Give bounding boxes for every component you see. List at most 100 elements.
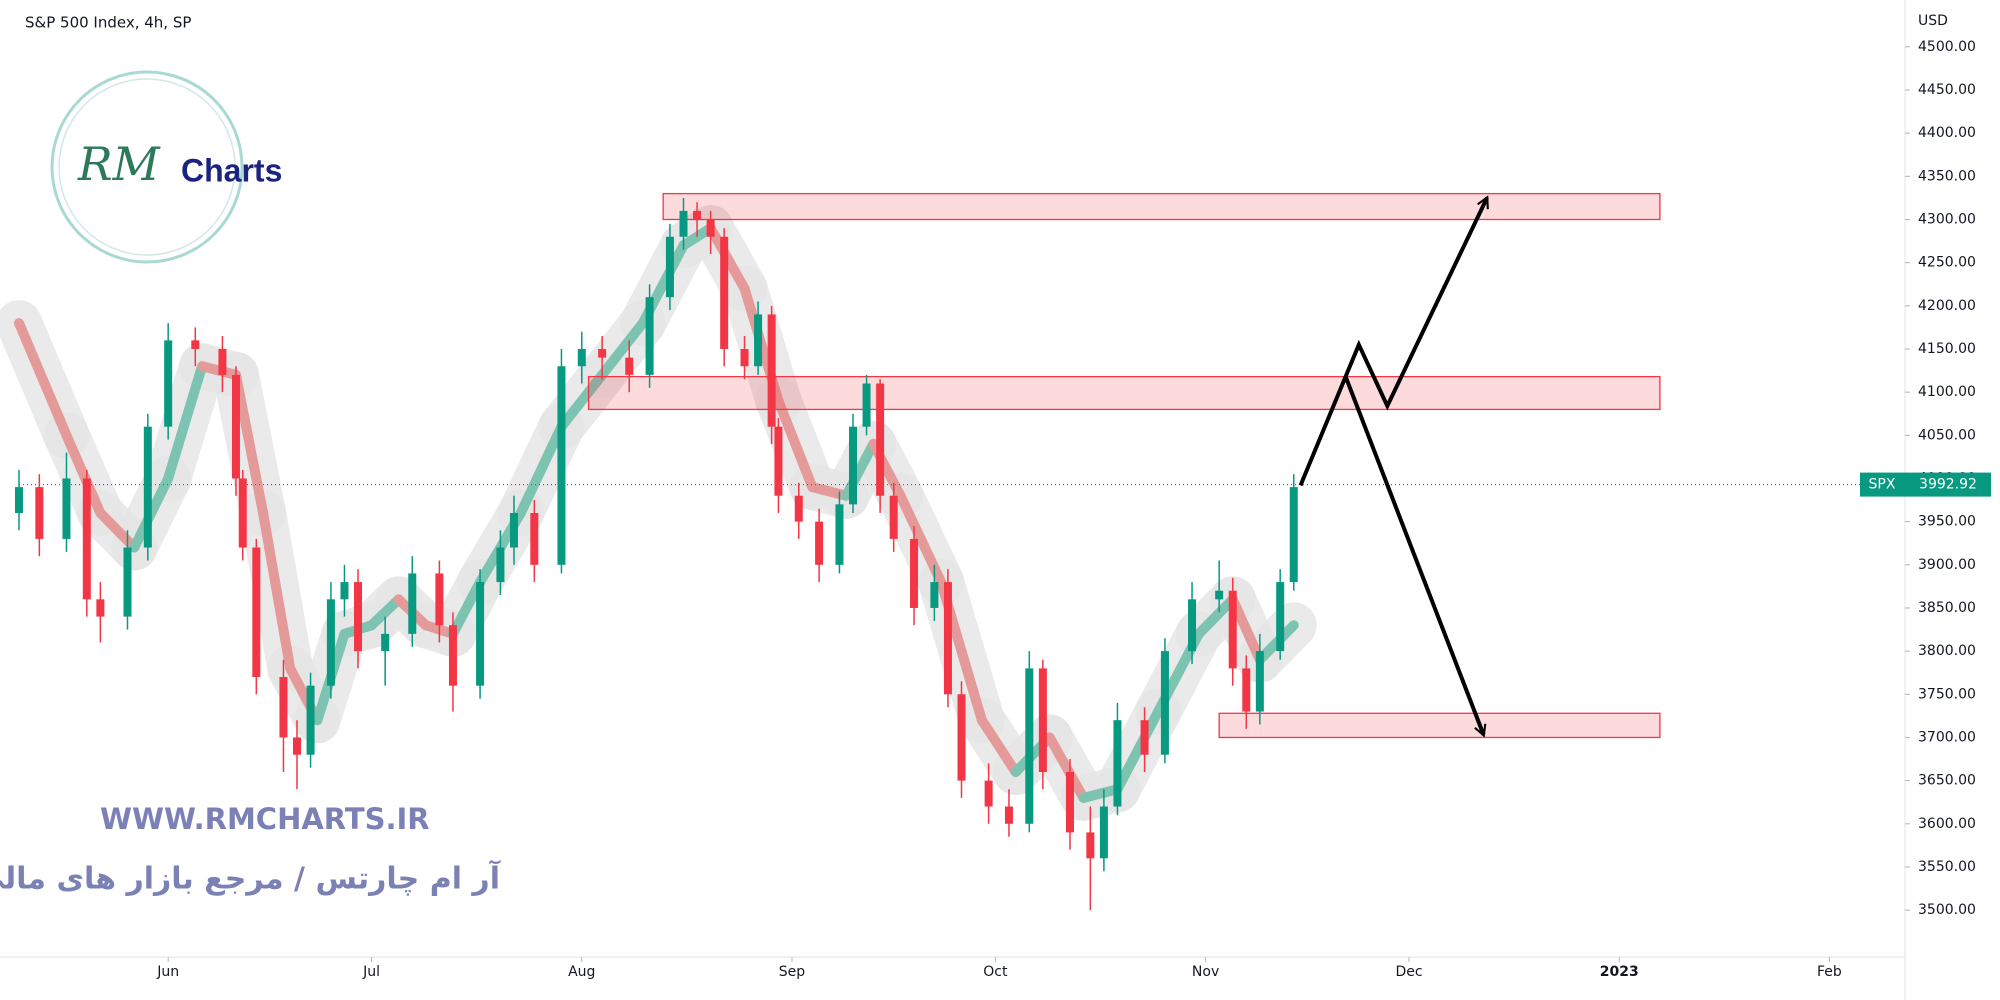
candle-body bbox=[191, 340, 200, 349]
ma-line bbox=[1078, 784, 1123, 803]
y-tick-label: 4400.00 bbox=[1918, 125, 1976, 141]
projection-arrow bbox=[1298, 198, 1487, 487]
candle-body bbox=[279, 677, 288, 738]
candle-body bbox=[849, 426, 858, 505]
logo-ring bbox=[58, 78, 236, 256]
candle-body bbox=[476, 582, 485, 686]
x-tick-label: 2023 bbox=[1600, 964, 1639, 980]
ma-line bbox=[597, 318, 648, 380]
symbol-tag bbox=[1860, 472, 1905, 497]
candle-body bbox=[293, 737, 302, 755]
candle-body bbox=[1099, 806, 1108, 859]
candle-body bbox=[835, 504, 844, 565]
ma-line bbox=[258, 508, 296, 674]
y-tick-label: 4150.00 bbox=[1918, 341, 1976, 357]
candle-body bbox=[720, 236, 729, 349]
candle-body bbox=[354, 582, 363, 652]
candle-body bbox=[496, 547, 505, 583]
candle-body bbox=[665, 236, 674, 298]
candle-body bbox=[930, 582, 939, 608]
candle-body bbox=[754, 314, 763, 367]
y-tick-label: 3550.00 bbox=[1918, 859, 1976, 875]
candle-body bbox=[815, 521, 824, 565]
price-label: 3992.92 bbox=[1919, 477, 1977, 493]
watermark-url: WWW.RMCHARTS.IR bbox=[100, 802, 430, 836]
candle-body bbox=[679, 210, 688, 237]
x-tick-label: Jun bbox=[156, 964, 179, 980]
candle-body bbox=[598, 348, 607, 358]
candle-body bbox=[530, 513, 539, 565]
candle-body bbox=[943, 582, 952, 695]
candle-body bbox=[767, 314, 776, 427]
candle-body bbox=[435, 573, 444, 626]
ma-line bbox=[61, 430, 106, 519]
candle-body bbox=[876, 383, 885, 496]
y-tick-label: 4050.00 bbox=[1918, 427, 1976, 443]
y-tick-label: 4500.00 bbox=[1918, 39, 1976, 55]
watermark-tagline: آر ام چارتس / مرجع بازار های مالی bbox=[0, 860, 501, 897]
candle-body bbox=[1160, 651, 1169, 755]
candle-body bbox=[381, 633, 390, 652]
candle-body bbox=[693, 210, 702, 220]
logo-mark: RM bbox=[77, 137, 162, 191]
candle-body bbox=[1215, 590, 1224, 600]
y-tick-label: 4450.00 bbox=[1918, 82, 1976, 98]
y-tick-label: 4100.00 bbox=[1918, 384, 1976, 400]
candle-body bbox=[96, 599, 105, 617]
candle-body bbox=[326, 599, 335, 686]
candle-body bbox=[1276, 582, 1285, 652]
logo-ring bbox=[50, 70, 244, 264]
candle-body bbox=[509, 513, 518, 548]
candle-body bbox=[1004, 806, 1013, 824]
candle-body bbox=[1038, 668, 1047, 772]
projection-arrow bbox=[1344, 376, 1484, 734]
candle-body bbox=[164, 340, 173, 427]
candle-body bbox=[143, 426, 152, 548]
zone bbox=[662, 192, 1661, 221]
x-tick-label: Feb bbox=[1817, 964, 1842, 980]
y-tick-label: 3950.00 bbox=[1918, 514, 1976, 530]
y-tick-label: 3800.00 bbox=[1918, 643, 1976, 659]
ma-line bbox=[1112, 706, 1164, 795]
candle-body bbox=[35, 487, 44, 539]
candle-body bbox=[15, 487, 23, 514]
candle-body bbox=[774, 426, 783, 496]
candle-body bbox=[1113, 720, 1122, 807]
ma-line bbox=[14, 318, 72, 441]
y-tick-label: 3700.00 bbox=[1918, 729, 1976, 745]
y-tick-label: 4250.00 bbox=[1918, 255, 1976, 271]
currency-label: USD bbox=[1918, 13, 1948, 29]
y-tick-label: 4350.00 bbox=[1918, 168, 1976, 184]
y-tick-label: 3650.00 bbox=[1918, 773, 1976, 789]
candle-body bbox=[62, 478, 71, 539]
candle-body bbox=[957, 694, 966, 781]
ma-line bbox=[230, 369, 269, 519]
y-tick-label: 3600.00 bbox=[1918, 816, 1976, 832]
chart-title: S&P 500 Index, 4h, SP bbox=[25, 14, 191, 32]
x-tick-label: Nov bbox=[1192, 964, 1219, 980]
candle-body bbox=[448, 625, 457, 686]
x-tick-label: Sep bbox=[779, 964, 806, 980]
candle-body bbox=[1140, 720, 1149, 755]
zone bbox=[1218, 712, 1661, 739]
candle-body bbox=[984, 780, 993, 807]
ma-line bbox=[515, 421, 567, 519]
y-tick-label: 3850.00 bbox=[1918, 600, 1976, 616]
ma-line bbox=[163, 361, 208, 484]
watermark: RM Charts WWW.RMCHARTS.IR آر ام چارتس / … bbox=[0, 70, 501, 897]
candle-body bbox=[794, 495, 803, 522]
candle-body bbox=[740, 348, 749, 367]
candle-body bbox=[123, 547, 132, 617]
ma-line bbox=[1044, 732, 1089, 803]
x-tick-label: Jul bbox=[362, 964, 380, 980]
candle-body bbox=[1086, 832, 1095, 859]
candle-body bbox=[238, 478, 247, 548]
candle-body bbox=[1065, 771, 1074, 833]
candle-body bbox=[577, 348, 586, 367]
y-tick-label: 3900.00 bbox=[1918, 557, 1976, 573]
candle-body bbox=[231, 374, 240, 479]
candle-body bbox=[306, 685, 315, 755]
candle-body bbox=[910, 538, 919, 608]
